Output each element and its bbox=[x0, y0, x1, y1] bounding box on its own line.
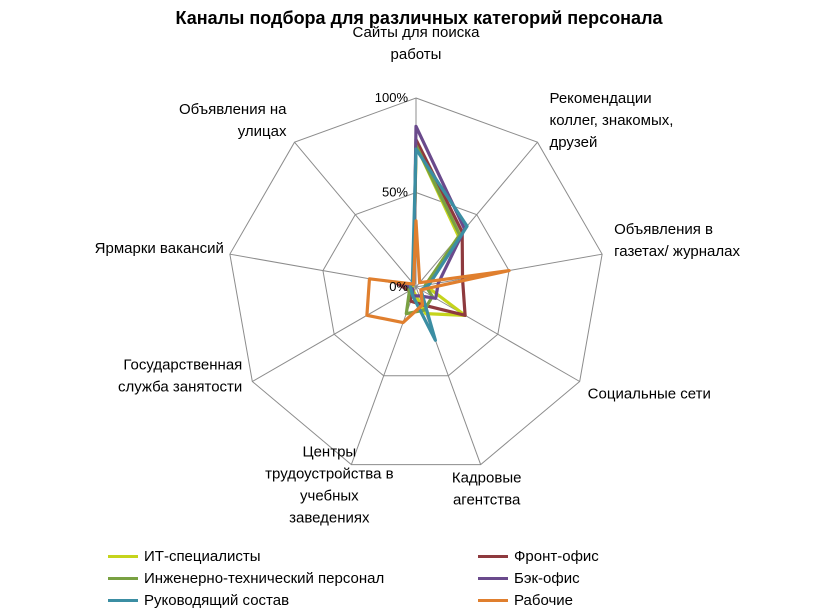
grid-ring-50 bbox=[322, 191, 510, 377]
category-label-8: Объявления на улицах bbox=[179, 101, 287, 140]
category-label-2: Объявления в газетах/ журналах bbox=[614, 221, 740, 260]
spoke-6 bbox=[252, 286, 417, 382]
radial-tick-labels: 0% 50% 100% bbox=[375, 90, 409, 294]
category-label-0: Сайты для поиска работы bbox=[353, 24, 481, 63]
spoke-4 bbox=[415, 286, 482, 465]
spoke-5 bbox=[350, 286, 417, 465]
category-labels: Сайты для поиска работы Рекомендации коллег… bbox=[95, 24, 741, 527]
series-line-5 bbox=[365, 219, 511, 325]
category-label-1: Рекомендации коллег, знакомых, друзей bbox=[549, 90, 673, 151]
category-label-7: Ярмарки вакансий bbox=[95, 240, 224, 257]
radial-tick-label: 0% bbox=[389, 279, 408, 294]
series-layer bbox=[365, 124, 511, 342]
chart-title: Каналы подбора для различных категорий п… bbox=[175, 8, 663, 28]
spoke-8 bbox=[294, 141, 417, 288]
grid-ring-100 bbox=[229, 97, 603, 466]
radial-tick-label: 50% bbox=[382, 185, 408, 200]
category-label-6: Государственная служба занятости bbox=[118, 357, 242, 396]
radial-tick-label: 100% bbox=[375, 90, 409, 105]
spoke-1 bbox=[415, 141, 538, 288]
category-label-4: Кадровые агентства bbox=[452, 470, 522, 509]
category-label-5: Центры трудоустройства в учебных заведениях bbox=[265, 444, 393, 527]
spoke-3 bbox=[415, 286, 580, 382]
category-label-3: Социальные сети bbox=[588, 386, 711, 403]
